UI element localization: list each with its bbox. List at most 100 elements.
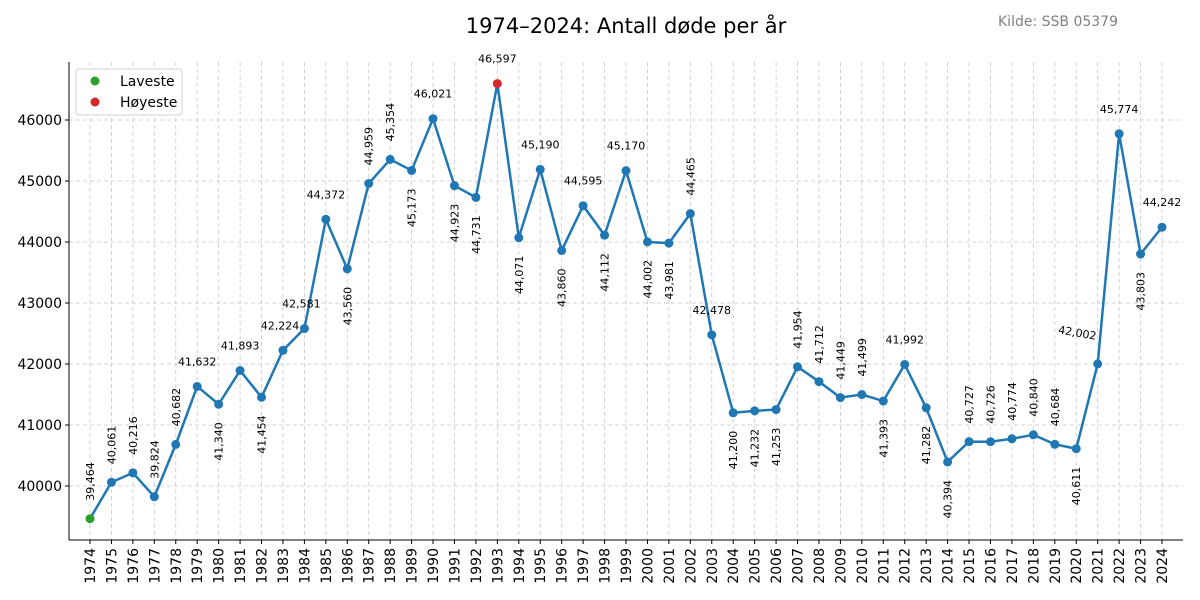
x-tick-label: 1975 xyxy=(104,548,120,584)
x-tick-label: 2000 xyxy=(640,548,656,584)
x-tick-label: 1995 xyxy=(533,548,549,584)
data-point xyxy=(299,324,309,334)
x-tick-label: 2019 xyxy=(1048,548,1064,584)
data-point xyxy=(707,330,717,340)
data-point xyxy=(835,393,845,403)
data-point xyxy=(685,209,695,219)
chart-title: 1974–2024: Antall døde per år xyxy=(465,14,787,38)
data-label: 41,282 xyxy=(920,426,933,465)
data-point xyxy=(149,492,159,502)
x-tick-label: 2013 xyxy=(919,548,935,584)
x-tick-label: 1978 xyxy=(169,548,185,584)
x-tick-label: 1980 xyxy=(212,548,228,584)
x-tick-label: 2005 xyxy=(748,548,764,584)
data-label: 39,464 xyxy=(84,462,97,501)
data-label: 44,372 xyxy=(307,188,346,201)
data-point xyxy=(664,238,674,248)
data-point xyxy=(407,165,417,175)
data-label: 41,712 xyxy=(813,325,826,364)
data-point xyxy=(1050,439,1060,449)
x-tick-label: 1979 xyxy=(190,548,206,584)
data-point xyxy=(600,230,610,240)
x-tick-label: 2018 xyxy=(1026,548,1042,584)
x-tick-label: 2003 xyxy=(705,548,721,584)
data-point xyxy=(921,403,931,413)
data-point xyxy=(514,233,524,243)
data-point xyxy=(793,362,803,372)
data-label: 45,173 xyxy=(406,188,419,227)
x-tick-label: 2023 xyxy=(1134,548,1150,584)
x-tick-label: 2020 xyxy=(1069,548,1085,584)
data-label: 41,449 xyxy=(834,341,847,380)
data-point xyxy=(214,399,224,409)
data-point xyxy=(128,468,138,478)
x-tick-label: 1993 xyxy=(490,548,506,584)
data-point xyxy=(192,381,202,391)
data-label: 43,860 xyxy=(556,269,569,308)
data-label: 40,216 xyxy=(127,416,140,455)
data-label: 46,597 xyxy=(478,53,517,66)
legend: Laveste Høyeste xyxy=(75,68,183,116)
x-tick-label: 2001 xyxy=(662,548,678,584)
x-tick-label: 2009 xyxy=(833,548,849,584)
y-tick-label: 42000 xyxy=(17,357,62,373)
data-point xyxy=(728,408,738,418)
data-point xyxy=(1157,222,1167,232)
data-label: 40,840 xyxy=(1027,378,1040,417)
data-point xyxy=(235,366,245,376)
x-tick-label: 1983 xyxy=(276,548,292,584)
x-tick-label: 1992 xyxy=(469,548,485,584)
chart-source: Kilde: SSB 05379 xyxy=(998,14,1118,30)
data-label: 41,232 xyxy=(749,429,762,468)
data-label: 40,774 xyxy=(1006,382,1019,421)
x-tick-label: 2017 xyxy=(1005,548,1021,584)
data-label: 40,682 xyxy=(170,388,183,427)
data-point xyxy=(557,246,567,256)
x-tick-label: 1982 xyxy=(255,548,271,584)
x-tick-label: 1977 xyxy=(147,548,163,584)
x-tick-label: 2007 xyxy=(791,548,807,584)
x-tick-label: 1987 xyxy=(362,548,378,584)
data-point xyxy=(385,154,395,164)
y-tick-label: 41000 xyxy=(17,418,62,434)
data-point xyxy=(1007,434,1017,444)
x-tick-label: 2022 xyxy=(1112,548,1128,584)
legend-marker xyxy=(90,97,100,107)
x-tick-label: 2004 xyxy=(726,548,742,584)
data-label: 45,354 xyxy=(384,103,397,142)
data-label: 45,774 xyxy=(1100,103,1139,116)
data-point xyxy=(900,359,910,369)
data-point xyxy=(1136,249,1146,259)
data-label: 40,726 xyxy=(984,385,997,424)
data-label: 39,824 xyxy=(148,440,161,479)
data-label: 44,595 xyxy=(564,175,603,188)
data-point xyxy=(750,406,760,416)
x-tick-label: 2002 xyxy=(683,548,699,584)
x-tick-label: 1974 xyxy=(83,548,99,584)
y-tick-label: 40000 xyxy=(17,479,62,495)
data-point xyxy=(535,164,545,174)
data-point xyxy=(985,437,995,447)
data-label: 41,253 xyxy=(770,428,783,467)
data-label: 44,112 xyxy=(599,253,612,292)
data-point xyxy=(364,179,374,189)
x-tick-label: 1994 xyxy=(512,548,528,584)
legend-marker xyxy=(90,76,100,86)
data-point xyxy=(771,405,781,415)
data-point xyxy=(964,437,974,447)
x-tick-label: 1984 xyxy=(297,548,313,584)
data-label: 45,170 xyxy=(607,140,646,153)
legend-label: Laveste xyxy=(120,74,175,90)
data-point xyxy=(814,377,824,387)
data-label: 43,560 xyxy=(341,287,354,326)
data-point xyxy=(621,166,631,176)
data-label: 42,002 xyxy=(1057,323,1097,342)
data-point xyxy=(257,392,267,402)
data-point xyxy=(943,457,953,467)
data-label: 44,959 xyxy=(363,127,376,166)
data-label: 40,394 xyxy=(942,480,955,519)
x-tick-label: 1998 xyxy=(598,548,614,584)
data-label: 44,002 xyxy=(641,260,654,299)
